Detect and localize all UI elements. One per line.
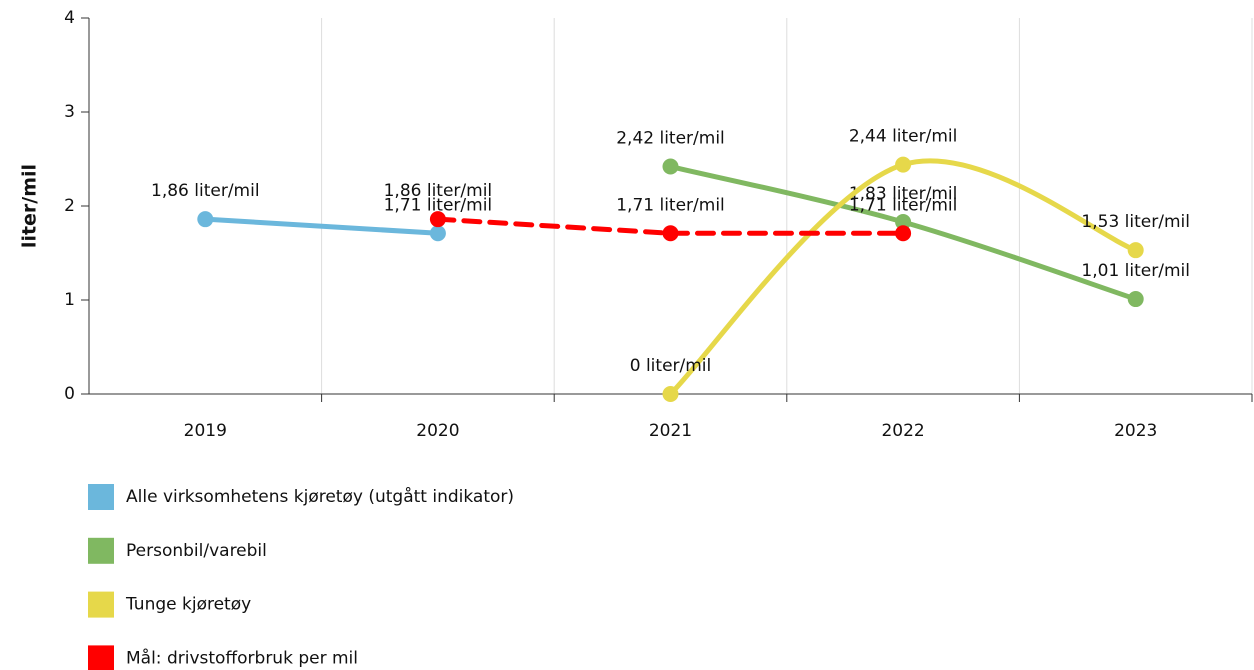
x-tick-label: 2022 [881,421,924,441]
x-tick-label: 2020 [416,421,459,441]
data-point [1127,242,1144,259]
data-point [429,225,446,242]
data-label: 0 liter/mil [630,356,712,376]
legend-label: Alle virksomhetens kjøretøy (utgått indi… [126,486,514,507]
y-tick-label: 4 [64,8,75,28]
data-label: 1,01 liter/mil [1081,261,1190,281]
data-point [429,211,446,228]
data-point [662,386,679,402]
data-label: 2,44 liter/mil [849,127,958,147]
legend-swatch [88,537,114,564]
data-point [1127,291,1144,308]
x-tick-label: 2023 [1114,421,1157,441]
legend-label: Personbil/varebil [126,541,267,561]
series-line [202,216,441,236]
legend-swatch [88,591,114,618]
y-tick-label: 3 [64,102,75,122]
data-label: 1,86 liter/mil [384,181,493,201]
data-label: 1,86 liter/mil [151,181,260,201]
legend-swatch [88,645,114,670]
data-point [197,211,214,228]
x-tick-label: 2021 [649,421,692,441]
legend-label: Tunge kjøretøy [125,595,251,615]
data-label: 2,42 liter/mil [616,129,725,149]
data-label: 1,71 liter/mil [616,195,725,215]
data-label: 1,53 liter/mil [1081,212,1190,232]
legend-swatch [88,484,114,510]
data-point [895,156,912,173]
y-tick-label: 1 [64,290,75,310]
y-tick-label: 2 [64,196,75,216]
y-tick-label: 0 [64,384,75,404]
data-point [895,225,912,242]
data-point [662,225,679,242]
data-label: 1,71 liter/mil [384,195,493,215]
data-label: 1,71 liter/mil [849,195,958,215]
legend-label: Mål: drivstofforbruk per mil [126,647,358,668]
x-tick-label: 2019 [184,421,227,441]
data-label: 1,83 liter/mil [849,184,958,204]
data-point [895,213,912,230]
data-point [662,158,679,175]
y-axis-label: liter/mil [19,164,41,248]
